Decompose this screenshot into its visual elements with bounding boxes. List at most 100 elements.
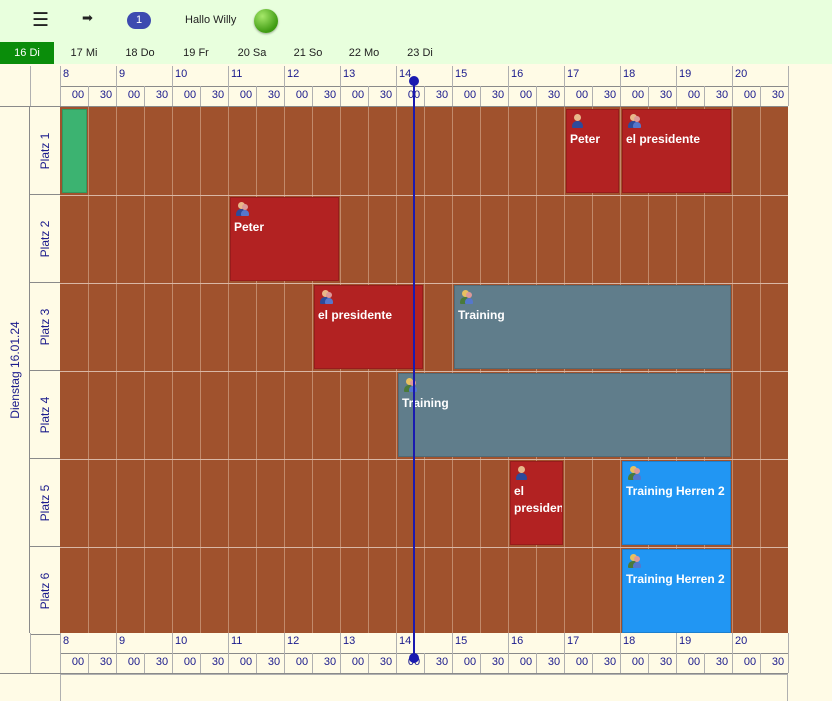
- slot-divider: [172, 107, 173, 633]
- half-hour-divider: [704, 653, 705, 673]
- minute-label: 00: [183, 656, 197, 668]
- minute-label: 30: [659, 656, 673, 668]
- hour-label: 12: [287, 68, 300, 80]
- hour-label: 14: [399, 635, 412, 647]
- single-player-icon: [570, 114, 584, 128]
- slot-divider: [396, 107, 397, 633]
- day-tab[interactable]: 19 Fr: [183, 47, 209, 59]
- court-label: Platz 1: [30, 107, 60, 195]
- hour-divider: [60, 66, 61, 106]
- hour-label: 9: [119, 68, 126, 80]
- court-divider: [60, 283, 788, 284]
- half-hour-divider: [424, 86, 425, 106]
- court-label-text: Platz 5: [38, 484, 52, 521]
- half-hour-divider: [592, 653, 593, 673]
- minute-label: 00: [519, 89, 533, 101]
- icon-head: [630, 466, 637, 473]
- day-tab[interactable]: 18 Do: [125, 47, 155, 59]
- minute-label: 30: [435, 656, 449, 668]
- booking-block[interactable]: [62, 109, 87, 193]
- hour-divider: [172, 633, 173, 673]
- header-edge: [30, 633, 31, 673]
- minute-label: 00: [239, 89, 253, 101]
- booking-title: Training Herren 2: [626, 572, 725, 586]
- hour-divider: [676, 633, 677, 673]
- day-tab[interactable]: 17 Mi: [70, 47, 98, 59]
- day-tab[interactable]: 20 Sa: [237, 47, 267, 59]
- minute-label: 00: [743, 89, 757, 101]
- hour-label: 18: [623, 635, 636, 647]
- icon-head: [322, 290, 329, 297]
- slot-divider: [144, 107, 145, 633]
- day-tab[interactable]: 22 Mo: [348, 47, 380, 59]
- training-group-icon: [626, 466, 641, 480]
- training-group-icon: [458, 290, 473, 304]
- minute-label: 00: [351, 89, 365, 101]
- header-edge: [788, 66, 789, 106]
- minute-label: 00: [463, 89, 477, 101]
- hour-label: 11: [231, 635, 243, 647]
- icon-body: [465, 298, 473, 304]
- hour-label: 10: [175, 68, 188, 80]
- minute-label: 30: [323, 656, 337, 668]
- minute-label: 30: [323, 89, 337, 101]
- hour-label: 15: [455, 635, 468, 647]
- slot-divider: [704, 107, 705, 633]
- header-edge: [788, 633, 789, 673]
- minute-label: 00: [519, 656, 533, 668]
- minute-label: 30: [491, 656, 505, 668]
- hour-divider: [116, 66, 117, 106]
- booking-block[interactable]: el presidente: [622, 109, 731, 193]
- court-label-text: Platz 1: [38, 132, 52, 169]
- day-tab[interactable]: 21 So: [293, 47, 323, 59]
- minute-label: 00: [631, 656, 645, 668]
- minute-label: 00: [351, 656, 365, 668]
- icon-head: [574, 114, 581, 121]
- minute-label: 30: [603, 89, 617, 101]
- hour-divider: [172, 66, 173, 106]
- half-hour-divider: [536, 86, 537, 106]
- booking-title: Peter: [570, 132, 601, 146]
- day-tab[interactable]: 23 Di: [407, 47, 433, 59]
- booking-title: Training: [458, 308, 505, 322]
- hour-divider: [564, 633, 565, 673]
- slot-divider: [480, 107, 481, 633]
- green-check-icon[interactable]: [254, 9, 278, 33]
- day-tab[interactable]: 16 Di: [0, 42, 54, 64]
- logout-icon[interactable]: ➡: [82, 11, 93, 26]
- hour-label: 16: [511, 68, 524, 80]
- hour-label: 17: [567, 68, 580, 80]
- court-label: Platz 5: [30, 459, 60, 547]
- half-hour-divider: [480, 653, 481, 673]
- court-label: Platz 2: [30, 195, 60, 283]
- booking-title: el presiden: [514, 484, 563, 515]
- booking-block[interactable]: Training Herren 2: [622, 461, 731, 545]
- minute-label: 00: [743, 656, 757, 668]
- header-divider: [0, 106, 788, 107]
- slot-divider: [116, 107, 117, 633]
- notification-badge[interactable]: 1: [127, 12, 151, 29]
- booking-block[interactable]: Peter: [566, 109, 619, 193]
- booking-block[interactable]: Training Herren 2: [622, 549, 731, 633]
- booking-block[interactable]: Training: [454, 285, 731, 369]
- slot-divider: [452, 107, 453, 633]
- slot-divider: [284, 107, 285, 633]
- hamburger-menu-icon[interactable]: ☰: [32, 9, 50, 31]
- time-header-top: 8003090030100030110030120030130030140030…: [0, 66, 832, 107]
- booking-block[interactable]: el presiden: [510, 461, 563, 545]
- booking-block[interactable]: Training: [398, 373, 731, 457]
- minute-label: 00: [127, 656, 141, 668]
- booking-block[interactable]: Peter: [230, 197, 339, 281]
- minute-label: 30: [491, 89, 505, 101]
- greeting-text: Hallo Willy: [185, 14, 237, 26]
- half-hour-divider: [368, 653, 369, 673]
- half-hour-divider: [592, 86, 593, 106]
- hour-divider: [116, 633, 117, 673]
- icon-head: [518, 466, 525, 473]
- court-label-text: Platz 3: [38, 308, 52, 345]
- icon-head: [634, 116, 640, 122]
- court-label: Platz 3: [30, 283, 60, 371]
- slot-divider: [676, 107, 677, 633]
- booking-block[interactable]: el presidente: [314, 285, 423, 369]
- half-hour-divider: [312, 86, 313, 106]
